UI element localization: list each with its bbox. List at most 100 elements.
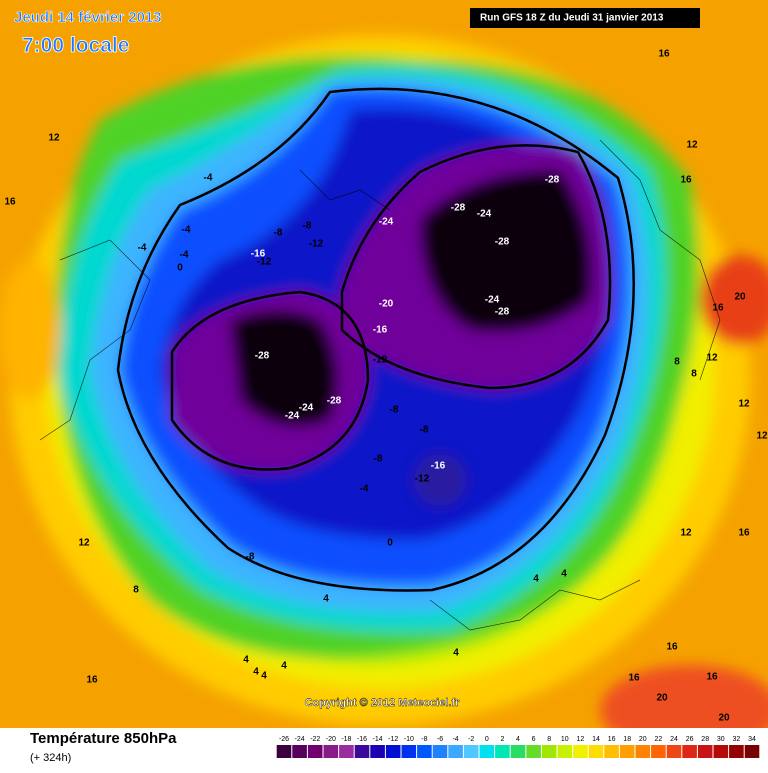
color-swatch — [370, 745, 385, 758]
contour-label: 0 — [387, 538, 393, 549]
contour-label: -16 — [431, 461, 446, 472]
color-swatch — [495, 745, 510, 758]
contour-label: 8 — [691, 369, 697, 380]
scale-label: 34 — [748, 736, 756, 743]
scale-label: 28 — [701, 736, 709, 743]
copyright: Copyright © 2012 Meteociel.fr — [305, 697, 461, 709]
scale-label: -18 — [341, 736, 351, 743]
contour-label: 16 — [680, 175, 692, 186]
scale-label: -6 — [437, 736, 443, 743]
contour-label: -12 — [309, 239, 324, 250]
contour-label: -12 — [415, 474, 430, 485]
contours — [116, 87, 635, 592]
contour-label: 4 — [281, 661, 287, 672]
color-swatch — [557, 745, 573, 758]
color-swatch — [292, 745, 307, 758]
scale-label: -20 — [326, 736, 336, 743]
contour-label: -24 — [477, 209, 492, 220]
color-swatch — [417, 745, 432, 758]
contour-label: 8 — [133, 585, 139, 596]
contour-label: -12 — [257, 257, 272, 268]
run-box — [470, 8, 700, 28]
contour-label: 12 — [756, 431, 768, 442]
scale-label: 18 — [623, 736, 631, 743]
scale-label: 14 — [592, 736, 600, 743]
color-swatch — [510, 745, 526, 758]
scale-label: 6 — [532, 736, 536, 743]
forecast-date: Jeudi 14 février 2013 — [14, 9, 162, 26]
color-swatch — [401, 745, 417, 758]
color-swatch — [463, 745, 479, 758]
contour-label: -8 — [274, 228, 283, 239]
color-scale: -26 -24 -22 -20 -18 -16 -14 -12 -10 -8 -6 -4 -2 0 2 4 6 8… — [276, 736, 760, 758]
contour-label: -28 — [495, 307, 510, 318]
legend-title: Température 850hPa — [30, 730, 177, 747]
field: -28-28-24-24-28-24-28-20-16-12-28-24-24-… — [0, 0, 768, 728]
scale-label: -10 — [404, 736, 414, 743]
contour-label: 4 — [561, 569, 567, 580]
run-info: Run GFS 18 Z du Jeudi 31 janvier 2013 — [480, 13, 664, 24]
contour-label: -8 — [246, 552, 255, 563]
contour-label: -4 — [204, 173, 213, 184]
contour-label: 4 — [253, 667, 259, 678]
scale-label: 2 — [500, 736, 504, 743]
color-swatch — [339, 745, 354, 758]
color-swatch — [666, 745, 682, 758]
color-swatch — [354, 745, 370, 758]
contour-label: 20 — [718, 713, 730, 724]
contour-label: 0 — [177, 263, 183, 274]
color-swatch — [697, 745, 713, 758]
color-swatch — [713, 745, 729, 758]
color-swatch — [307, 745, 323, 758]
contour-label: -8 — [420, 425, 429, 436]
contour-label: 4 — [323, 594, 329, 605]
contour-label: 16 — [666, 642, 678, 653]
color-swatch — [744, 745, 760, 758]
color-swatch — [682, 745, 697, 758]
contour-label: -4 — [360, 484, 369, 495]
contour-label: -24 — [299, 403, 314, 414]
scale-label: 22 — [655, 736, 663, 743]
scale-label: 10 — [561, 736, 569, 743]
contour-label: 12 — [78, 538, 90, 549]
contour-label: 4 — [243, 655, 249, 666]
scale-label: 30 — [717, 736, 725, 743]
scale-label: 32 — [733, 736, 741, 743]
contour-label: 12 — [738, 399, 750, 410]
color-swatch — [588, 745, 604, 758]
color-swatch — [651, 745, 666, 758]
color-swatch — [619, 745, 635, 758]
contour-label: -8 — [303, 221, 312, 232]
contour-label: -24 — [285, 411, 300, 422]
scale-label: 0 — [485, 736, 489, 743]
scale-label: -14 — [373, 736, 383, 743]
contour-label: 16 — [628, 673, 640, 684]
color-swatch — [323, 745, 339, 758]
color-swatch — [573, 745, 588, 758]
contour-label: -8 — [390, 405, 399, 416]
color-swatch — [541, 745, 557, 758]
contour-label: -4 — [138, 243, 147, 254]
color-swatch — [385, 745, 401, 758]
scale-label: 20 — [639, 736, 647, 743]
contour-label: -28 — [327, 396, 342, 407]
color-swatch — [729, 745, 744, 758]
coastlines — [39, 139, 721, 631]
scale-label: 8 — [547, 736, 551, 743]
contour-label: 12 — [680, 528, 692, 539]
color-swatch — [448, 745, 463, 758]
contour-label: -16 — [251, 249, 266, 260]
contour-label: -20 — [379, 299, 394, 310]
scale-label: -12 — [388, 736, 398, 743]
color-swatch — [432, 745, 448, 758]
scale-label: -4 — [452, 736, 458, 743]
color-swatch — [276, 745, 292, 758]
color-swatch — [635, 745, 651, 758]
contour-label: -8 — [374, 454, 383, 465]
contour-label: 16 — [712, 303, 724, 314]
contour-label: 16 — [86, 675, 98, 686]
scale-label: -24 — [295, 736, 305, 743]
contour-label: -28 — [451, 203, 466, 214]
contour-label: 20 — [734, 292, 746, 303]
